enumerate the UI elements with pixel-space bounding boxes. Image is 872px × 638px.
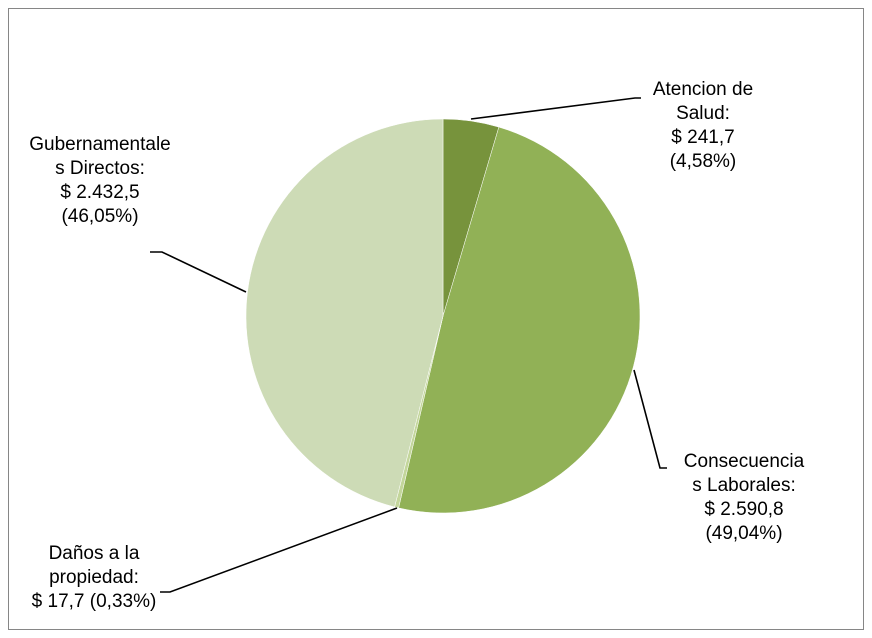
value-label: $ 2.432,5 (46,05%) [60, 182, 140, 227]
pie-slice [398, 126, 641, 514]
data-label: Atencion de Salud: $ 241,7 (4,58%) [641, 78, 765, 174]
value-label: $ 241,7 (4,58%) [669, 127, 737, 172]
data-label: Gubernamentales Directos: $ 2.432,5 (46,… [22, 133, 178, 229]
pie-slice [245, 118, 444, 508]
value-label: $ 2.590,8 (49,04%) [704, 499, 784, 544]
category-label: Daños a la propiedad: [48, 543, 140, 588]
leader-lines [150, 97, 667, 593]
category-label: Gubernamentales Directos: [29, 134, 171, 179]
leader-line [470, 97, 641, 120]
value-label: $ 17,7 (0,33%) [31, 591, 157, 612]
category-label: Consecuencias Laborales: [683, 451, 805, 496]
leader-line [150, 251, 247, 293]
data-label: Daños a la propiedad: $ 17,7 (0,33%) [14, 542, 174, 614]
leader-line [160, 507, 398, 593]
chart-frame [8, 8, 864, 630]
category-label: Atencion de Salud: [652, 79, 754, 124]
leader-line [633, 369, 667, 469]
data-label: Consecuencias Laborales: $ 2.590,8 (49,0… [665, 450, 823, 546]
